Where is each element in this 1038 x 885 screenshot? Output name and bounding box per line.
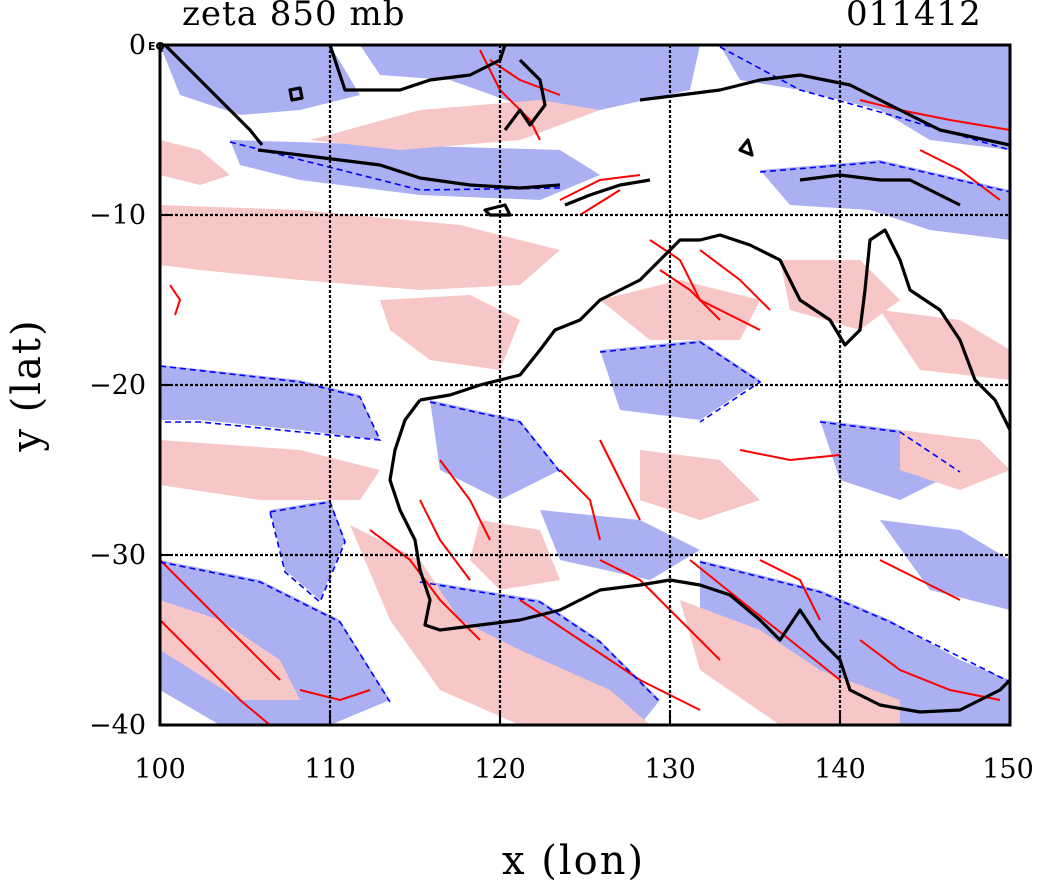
negative-vorticity-regions: [160, 45, 1010, 725]
coast-sulawesi: [503, 58, 547, 131]
coast-australia-north: [419, 228, 1010, 431]
title-left: zeta 850 mb: [182, 0, 406, 34]
x-tick-label: 150: [982, 754, 1034, 785]
coast-java: [257, 148, 561, 190]
y-tick-label: −20: [89, 370, 146, 401]
x-tick-label: 120: [474, 754, 526, 785]
title-right: 011412: [846, 0, 982, 34]
y-axis-label: y (lat): [4, 318, 50, 452]
coast-new-guinea-north: [639, 73, 1010, 147]
x-tick-label: 140: [814, 754, 866, 785]
vorticity-field: [160, 45, 1010, 725]
coast-new-guinea-south: [799, 173, 961, 207]
x-axis-label: x (lon): [502, 838, 646, 884]
coast-lesser-sunda: [564, 178, 651, 207]
x-tick-label: 100: [134, 754, 186, 785]
y-tick-label: 0: [129, 30, 146, 61]
y-tick-label: −40: [89, 710, 146, 741]
y-tick-label: −30: [89, 540, 146, 571]
grid-lines: [160, 45, 1010, 725]
x-tick-label: 110: [304, 754, 356, 785]
equator-label: EQ: [148, 40, 165, 53]
negative-contours: [160, 46, 1010, 703]
axis-ticks: [160, 214, 841, 725]
y-tick-label: −10: [89, 200, 146, 231]
x-tick-label: 130: [644, 754, 696, 785]
coast-sumatra: [163, 45, 264, 146]
coast-australia-south: [388, 399, 1010, 714]
